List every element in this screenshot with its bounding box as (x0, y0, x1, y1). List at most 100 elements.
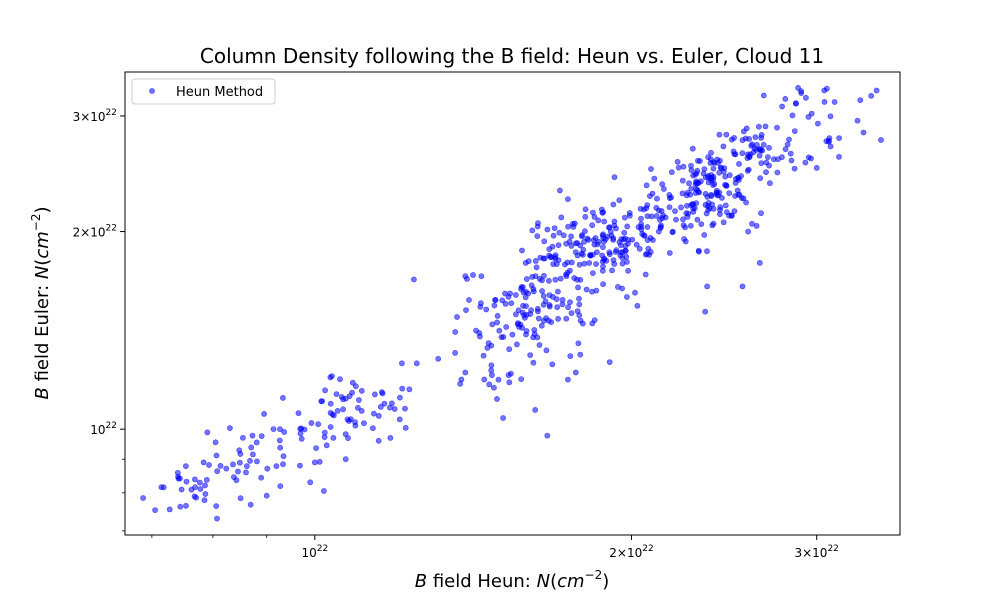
data-point (249, 432, 256, 439)
data-point (636, 245, 643, 252)
data-point (802, 159, 809, 166)
data-point (756, 152, 763, 159)
data-point (554, 304, 561, 311)
y-tick-label: 3×1022 (73, 108, 117, 124)
y-label-text: field Euler: (32, 279, 53, 387)
data-point (565, 376, 571, 383)
data-point (573, 240, 579, 247)
data-point (247, 457, 253, 464)
data-point (618, 242, 624, 249)
data-point (860, 129, 867, 136)
data-point (760, 92, 767, 99)
data-point (454, 314, 460, 320)
data-point (488, 367, 495, 374)
data-point (758, 131, 765, 138)
data-point (782, 96, 789, 102)
x-axis: 1022 2×1022 3×1022 (151, 535, 839, 560)
data-point (177, 503, 184, 510)
data-point (202, 482, 208, 489)
data-point (320, 488, 327, 494)
data-point (698, 221, 705, 227)
data-point (530, 334, 536, 341)
data-point (728, 212, 735, 219)
data-point (435, 355, 442, 362)
data-point (488, 362, 495, 369)
legend-box (131, 78, 276, 105)
data-point (805, 114, 812, 120)
data-point (825, 137, 832, 144)
data-point (549, 243, 556, 250)
data-point (494, 312, 501, 319)
data-point (183, 478, 190, 485)
data-point (682, 224, 688, 231)
data-point (831, 99, 838, 105)
y-axis: 1022 2×1022 3×1022 (73, 108, 125, 532)
data-point (489, 321, 496, 328)
data-point (378, 389, 385, 396)
data-point (534, 233, 541, 239)
data-point (679, 177, 686, 184)
data-point (680, 163, 687, 170)
data-point (166, 506, 173, 513)
data-point (704, 193, 711, 200)
data-point (473, 327, 479, 334)
data-point (654, 195, 660, 202)
data-point (538, 322, 545, 329)
data-point (758, 210, 764, 217)
legend-label: Heun Method (176, 85, 263, 100)
data-point (583, 286, 590, 293)
x-tick-label: 1022 (301, 544, 328, 560)
data-point (675, 164, 682, 171)
data-point (708, 156, 714, 163)
data-point (523, 303, 529, 309)
data-point (576, 312, 583, 319)
data-point (624, 223, 631, 230)
data-point (253, 439, 260, 446)
data-point (387, 434, 394, 441)
y-label-n: N (32, 266, 53, 279)
data-point (298, 435, 305, 442)
data-point (655, 228, 662, 235)
data-point (277, 426, 283, 433)
data-point (342, 456, 349, 463)
data-point (508, 300, 515, 307)
data-point (642, 271, 649, 278)
data-point (623, 253, 630, 260)
data-point (788, 157, 795, 164)
data-point (513, 292, 519, 298)
data-point (567, 353, 574, 359)
data-point (217, 462, 224, 469)
data-point (702, 308, 709, 315)
data-point (502, 290, 508, 297)
data-point (638, 221, 645, 228)
x-label-cm: cm (557, 571, 584, 592)
y-label-b: B (32, 387, 53, 399)
data-point (600, 244, 606, 250)
data-point (565, 304, 571, 311)
data-point (657, 216, 663, 223)
data-point (298, 425, 305, 432)
data-point (333, 391, 340, 397)
data-point (410, 276, 417, 283)
data-point (513, 311, 519, 318)
data-point (544, 226, 551, 233)
data-point (327, 374, 334, 381)
data-point (616, 197, 623, 204)
data-point (704, 283, 710, 290)
data-point (634, 302, 641, 309)
data-point (705, 179, 712, 186)
data-point (645, 245, 652, 252)
data-point (679, 190, 686, 197)
data-point (731, 208, 738, 214)
data-point (606, 359, 613, 365)
data-point (264, 465, 271, 472)
data-point (457, 380, 464, 387)
data-point (659, 181, 666, 188)
data-point (599, 252, 606, 259)
data-point (532, 273, 539, 279)
x-tick-label: 2×1022 (609, 544, 653, 560)
data-point (574, 252, 581, 259)
data-point (710, 173, 717, 180)
data-point (716, 131, 723, 138)
data-point (485, 340, 492, 347)
